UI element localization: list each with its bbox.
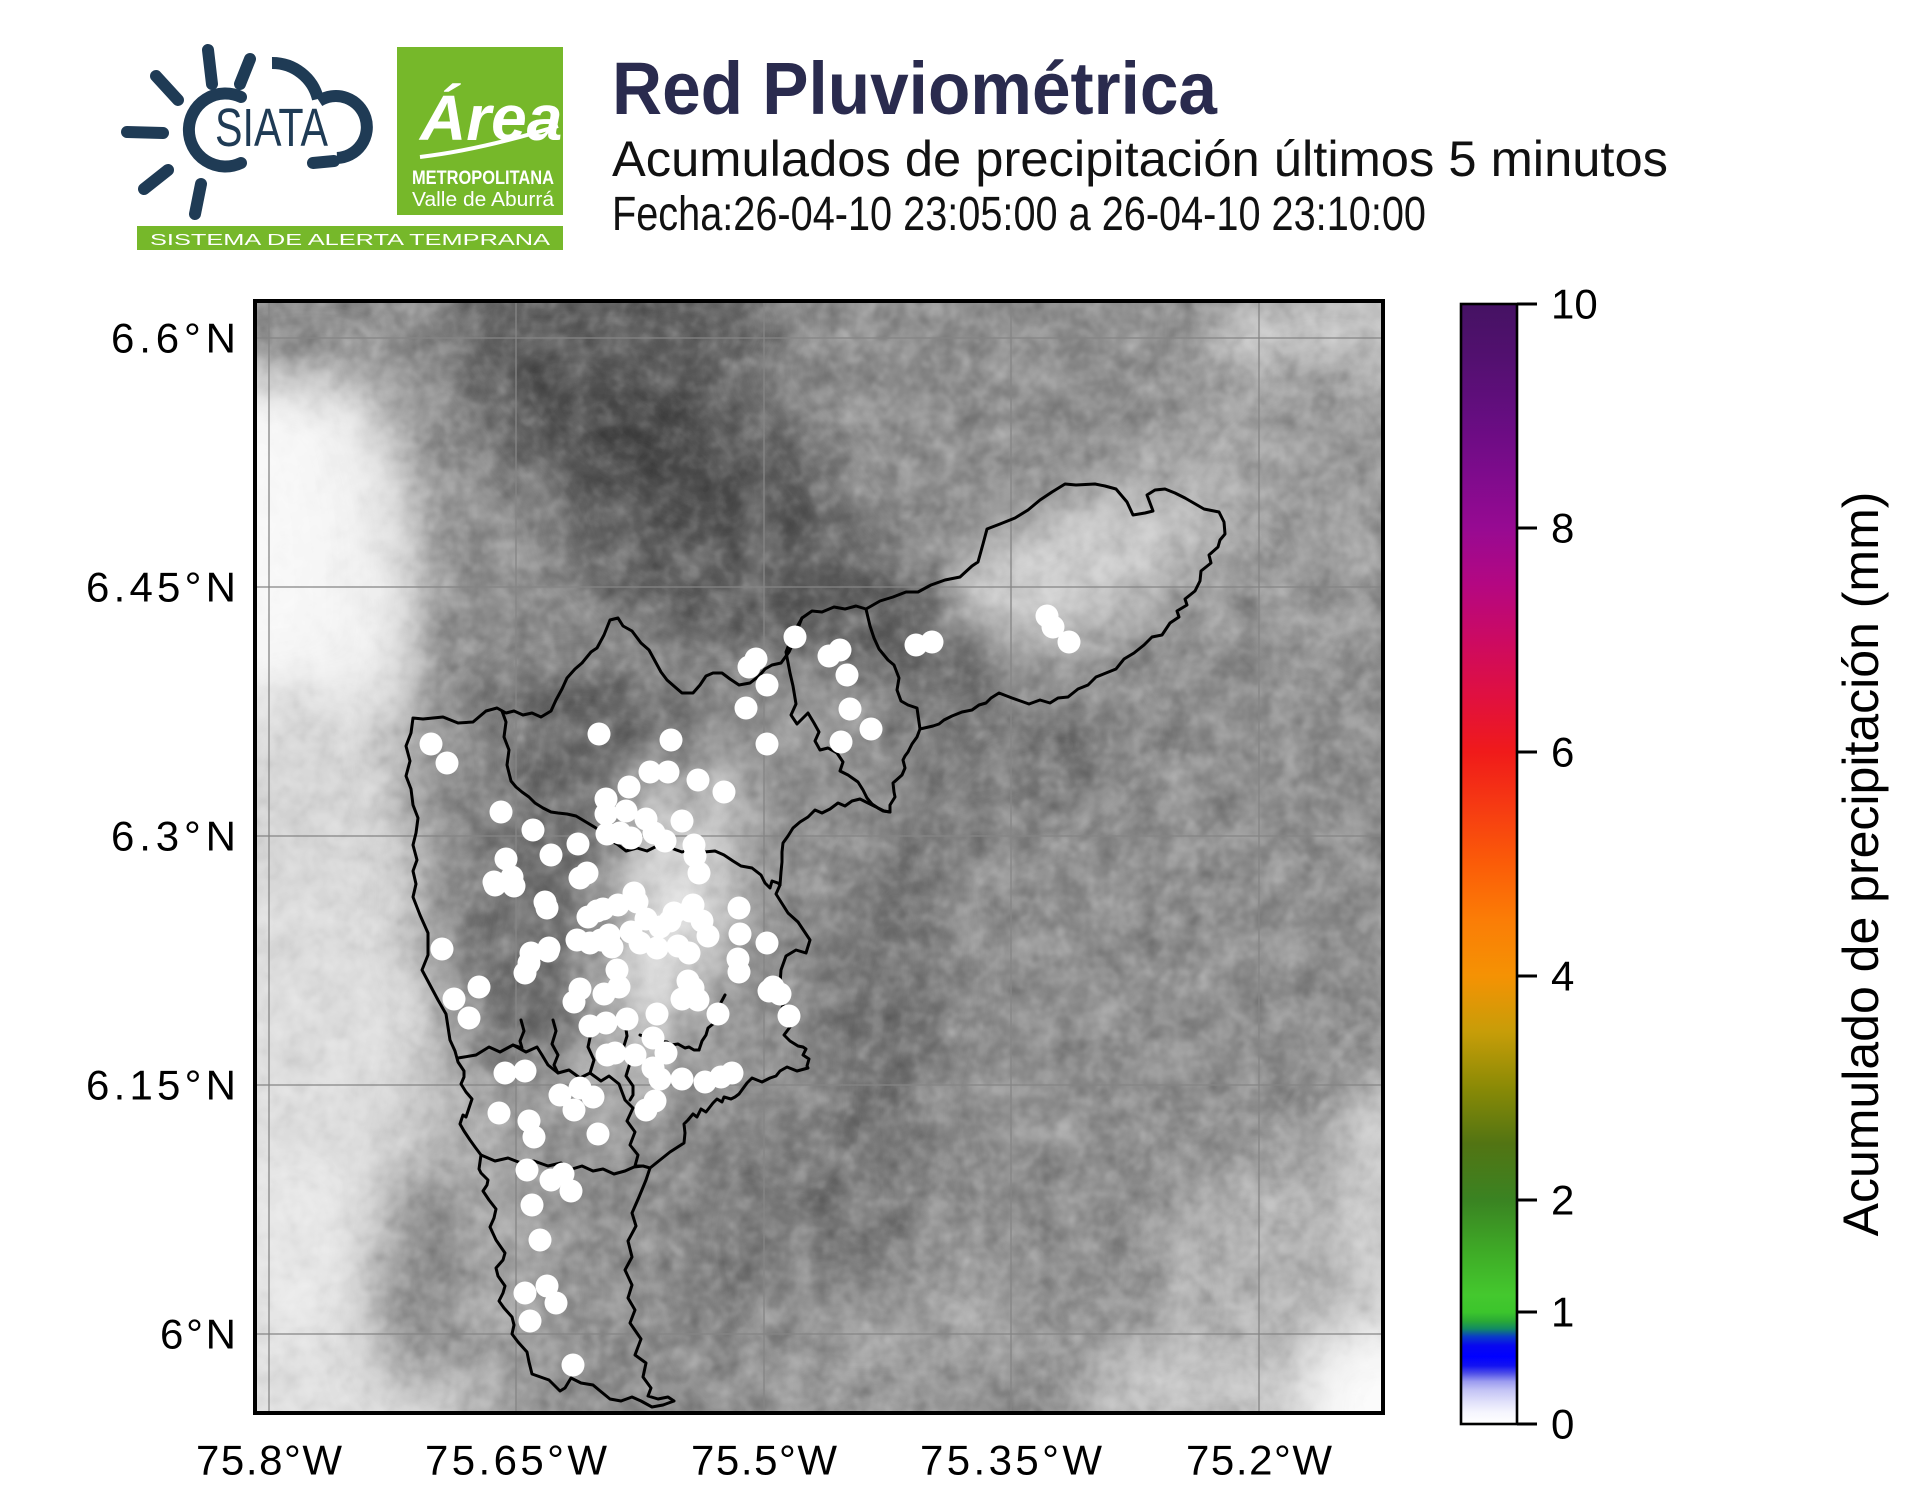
svg-text:Acumulado de precipitación (mm: Acumulado de precipitación (mm) (1833, 492, 1889, 1237)
svg-text:75.5°W: 75.5°W (691, 1436, 837, 1483)
svg-text:Red Pluviométrica: Red Pluviométrica (612, 47, 1218, 130)
svg-text:6.6°N: 6.6°N (111, 315, 236, 362)
svg-text:75.35°W: 75.35°W (920, 1436, 1102, 1483)
svg-text:75.65°W: 75.65°W (425, 1436, 607, 1483)
svg-text:Valle de Aburrá: Valle de Aburrá (412, 189, 555, 211)
svg-text:75.2°W: 75.2°W (1186, 1436, 1332, 1483)
svg-text:4: 4 (1551, 953, 1574, 1000)
svg-text:8: 8 (1551, 505, 1574, 552)
svg-text:6.45°N: 6.45°N (86, 564, 236, 611)
svg-text:6.15°N: 6.15°N (86, 1062, 236, 1109)
svg-text:Fecha:26-04-10 23:05:00 a 26-0: Fecha:26-04-10 23:05:00 a 26-04-10 23:10… (612, 188, 1426, 241)
svg-text:75.8°W: 75.8°W (196, 1436, 342, 1483)
svg-text:6°N: 6°N (160, 1311, 236, 1358)
svg-text:SISTEMA DE ALERTA TEMPRANA: SISTEMA DE ALERTA TEMPRANA (150, 232, 551, 249)
svg-text:6: 6 (1551, 729, 1574, 776)
svg-text:6.3°N: 6.3°N (111, 813, 236, 860)
svg-text:Acumulados de precipitación úl: Acumulados de precipitación últimos 5 mi… (612, 131, 1668, 187)
svg-text:METROPOLITANA: METROPOLITANA (412, 168, 554, 189)
svg-text:1: 1 (1551, 1289, 1574, 1336)
svg-text:10: 10 (1551, 281, 1598, 328)
svg-text:SIATA: SIATA (215, 98, 328, 158)
svg-text:2: 2 (1551, 1177, 1574, 1224)
svg-text:0: 0 (1551, 1401, 1574, 1448)
svg-text:Área: Área (418, 82, 562, 154)
